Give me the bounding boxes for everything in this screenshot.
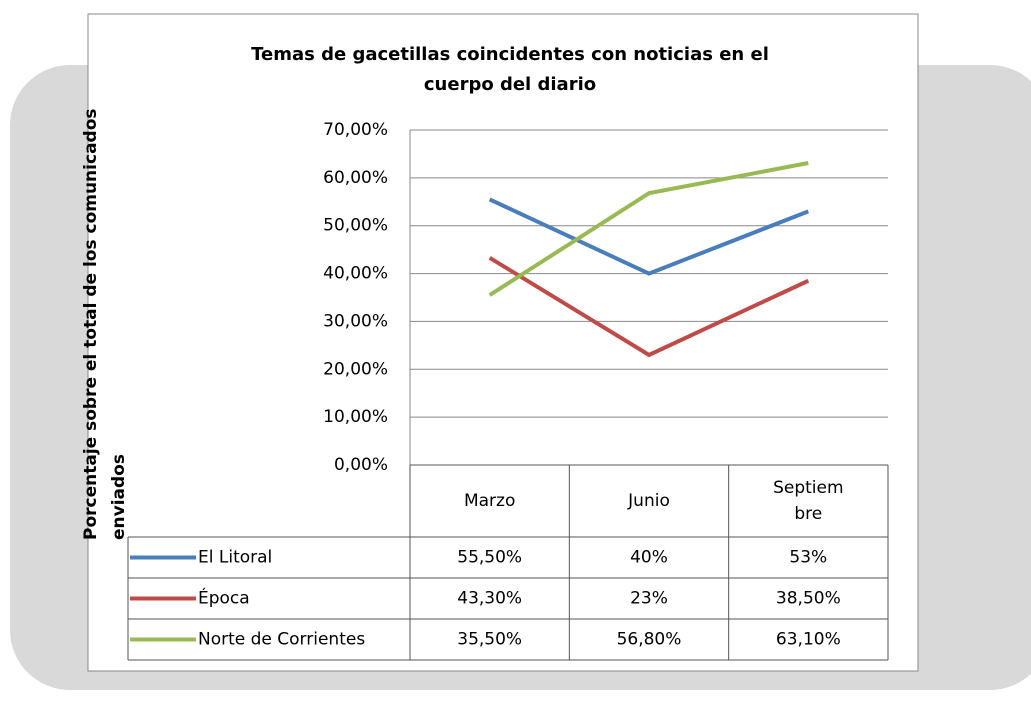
y-tick-label: 20,00% (323, 359, 388, 379)
data-label: 23% (630, 589, 668, 609)
y-tick-label: 70,00% (323, 120, 388, 140)
y-tick-label: 0,00% (334, 455, 388, 475)
legend-label: Norte de Corrientes (198, 630, 365, 650)
series-line (488, 161, 809, 297)
y-axis-label: Porcentaje sobre el total de los comunic… (81, 108, 129, 540)
y-tick-label: 40,00% (323, 264, 388, 284)
category-label: Junio (628, 491, 670, 511)
chart-area (87, 13, 919, 672)
data-label: 53% (789, 548, 827, 568)
data-label: 38,50% (776, 589, 841, 609)
data-label: 56,80% (617, 630, 682, 650)
y-tick-label: 60,00% (323, 168, 388, 188)
category-label: Marzo (463, 491, 516, 511)
y-tick-label: 10,00% (323, 407, 388, 427)
y-tick-label: 50,00% (323, 216, 388, 236)
data-label: 43,30% (457, 589, 522, 609)
chart-title: Temas de gacetillas coincidentes con not… (251, 44, 769, 95)
series-line (488, 256, 810, 358)
category-label: Septiembre (773, 478, 844, 524)
data-label: 40% (630, 548, 668, 568)
series-line (488, 197, 810, 276)
legend-label: El Litoral (198, 548, 272, 568)
data-label: 55,50% (457, 548, 522, 568)
data-label: 35,50% (457, 630, 522, 650)
data-label: 63,10% (776, 630, 841, 650)
legend-label: Época (198, 587, 250, 609)
y-tick-label: 30,00% (323, 311, 388, 331)
